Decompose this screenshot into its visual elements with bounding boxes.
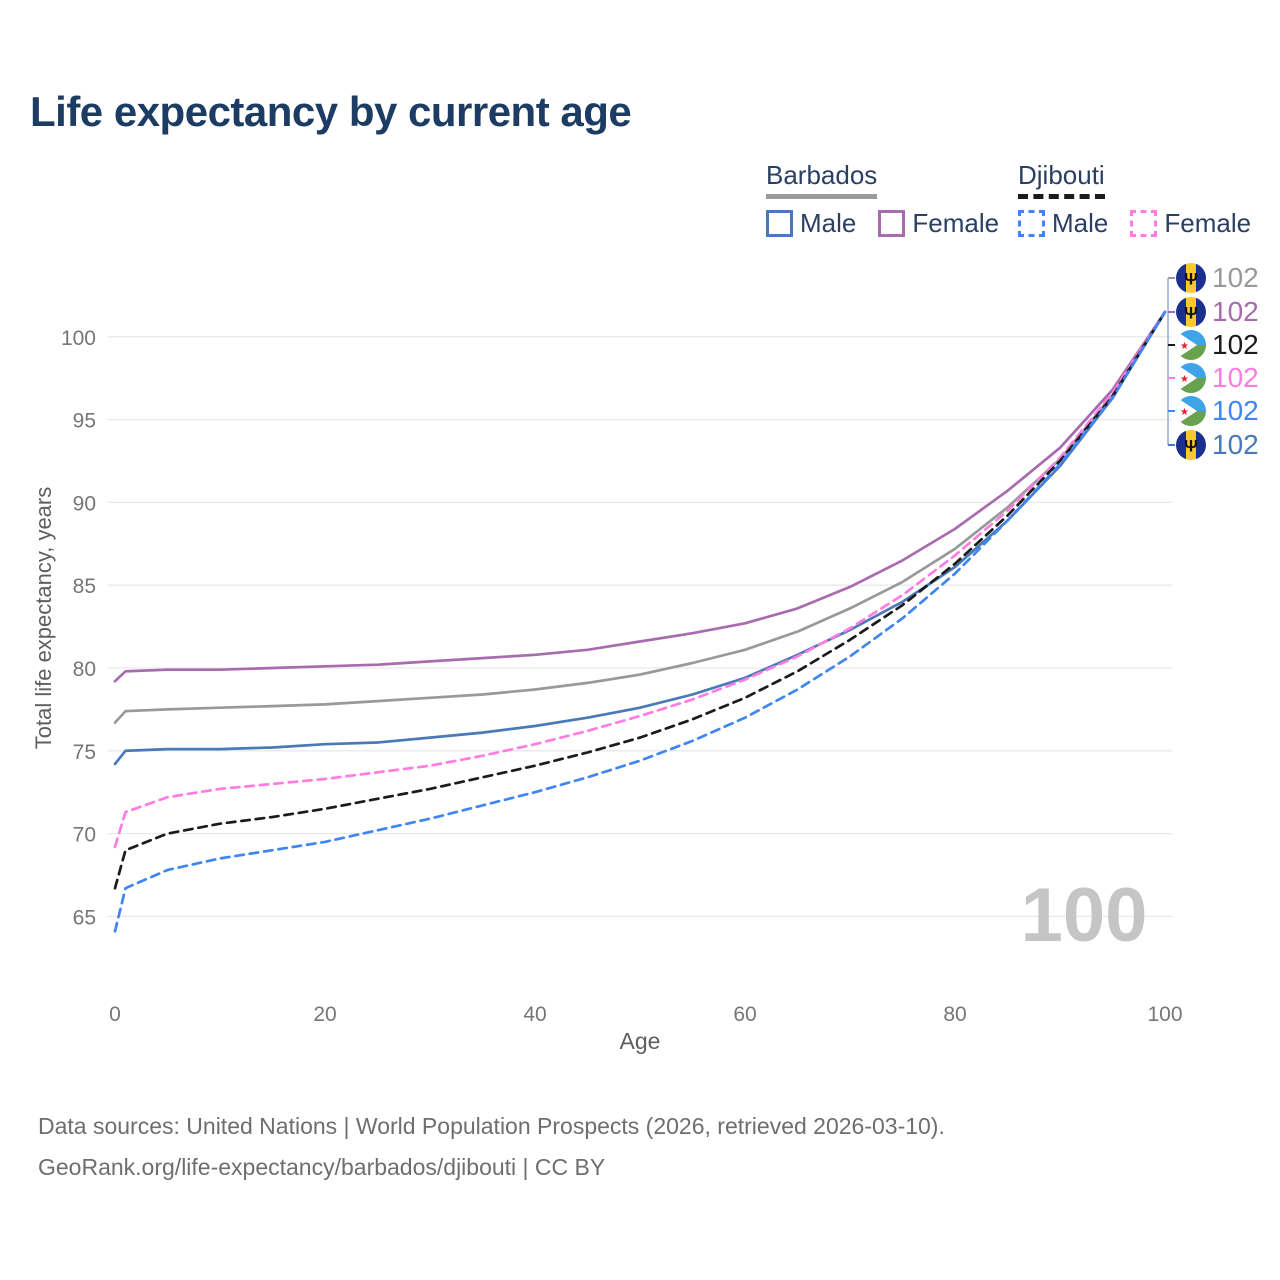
x-tick-label: 60 bbox=[733, 1003, 756, 1026]
svg-text:Ψ: Ψ bbox=[1184, 437, 1198, 456]
legend-item-label: Female bbox=[912, 208, 1000, 238]
barbados-flag-icon: Ψ bbox=[1176, 263, 1206, 293]
svg-text:★: ★ bbox=[1180, 374, 1189, 385]
end-label-value: 102 bbox=[1212, 395, 1259, 426]
source-line-2: GeoRank.org/life-expectancy/barbados/dji… bbox=[38, 1154, 606, 1180]
end-label-value: 102 bbox=[1212, 296, 1259, 327]
x-tick-label: 40 bbox=[523, 1003, 546, 1026]
y-tick-label: 75 bbox=[73, 741, 96, 764]
series-line-barbados-male[interactable] bbox=[113, 310, 1167, 766]
svg-text:Ψ: Ψ bbox=[1184, 270, 1198, 289]
series-line-djibouti-male[interactable] bbox=[113, 310, 1167, 933]
legend-item-label: Male bbox=[800, 208, 857, 238]
end-label-row: Ψ bbox=[1176, 297, 1206, 327]
legend-swatch-barbados-female bbox=[878, 210, 906, 237]
djibouti-flag-icon: ★ bbox=[1176, 330, 1206, 360]
x-tick-label: 20 bbox=[313, 1003, 336, 1026]
legend-swatch-djibouti-male bbox=[1018, 210, 1045, 237]
source-line-1: Data sources: United Nations | World Pop… bbox=[38, 1113, 945, 1139]
end-label-row: ★ bbox=[1176, 330, 1206, 360]
y-tick-label: 80 bbox=[73, 658, 96, 681]
barbados-flag-icon: Ψ bbox=[1176, 430, 1206, 460]
series-line-barbados-total[interactable] bbox=[113, 310, 1167, 724]
legend-group-djibouti: Djibouti Male Female bbox=[1018, 160, 1273, 239]
end-label-value: 102 bbox=[1212, 262, 1259, 293]
legend-group-barbados: Barbados Male Female bbox=[766, 160, 1021, 239]
legend-item-label: Male bbox=[1052, 208, 1109, 238]
watermark-age: 100 bbox=[1021, 873, 1148, 958]
series-line-djibouti-total[interactable] bbox=[113, 310, 1167, 890]
barbados-flag-icon: Ψ bbox=[1176, 297, 1206, 327]
end-label-row: ★ bbox=[1176, 396, 1206, 426]
legend-swatch-barbados-male bbox=[766, 210, 793, 237]
y-tick-label: 95 bbox=[73, 410, 96, 433]
x-tick-label: 0 bbox=[109, 1003, 121, 1026]
legend-item-djibouti-male[interactable]: Male bbox=[1018, 208, 1108, 239]
source-block: Data sources: United Nations | World Pop… bbox=[38, 1106, 945, 1188]
legend-item-barbados-female[interactable]: Female bbox=[878, 208, 999, 239]
end-label-row: Ψ bbox=[1176, 430, 1206, 460]
y-tick-label: 85 bbox=[73, 575, 96, 598]
end-label-row: ★ bbox=[1176, 363, 1206, 393]
legend-country-barbados[interactable]: Barbados bbox=[766, 160, 878, 199]
legend-country-djibouti[interactable]: Djibouti bbox=[1018, 160, 1105, 199]
y-tick-label: 100 bbox=[61, 327, 96, 350]
page-title: Life expectancy by current age bbox=[30, 88, 632, 135]
legend-item-barbados-male[interactable]: Male bbox=[766, 208, 856, 239]
x-axis-title: Age bbox=[619, 1028, 661, 1054]
svg-text:★: ★ bbox=[1180, 407, 1189, 418]
svg-text:Ψ: Ψ bbox=[1184, 304, 1198, 323]
end-label-value: 102 bbox=[1212, 329, 1259, 360]
legend-swatch-djibouti-female bbox=[1130, 210, 1158, 237]
end-label-row: Ψ bbox=[1176, 263, 1206, 293]
djibouti-flag-icon: ★ bbox=[1176, 396, 1206, 426]
legend-item-djibouti-female[interactable]: Female bbox=[1130, 208, 1251, 239]
x-tick-label: 80 bbox=[943, 1003, 966, 1026]
series-line-barbados-female[interactable] bbox=[113, 310, 1167, 683]
y-tick-label: 70 bbox=[73, 824, 96, 847]
y-tick-label: 65 bbox=[73, 906, 96, 929]
svg-text:★: ★ bbox=[1180, 341, 1189, 352]
djibouti-flag-icon: ★ bbox=[1176, 363, 1206, 393]
end-label-value: 102 bbox=[1212, 429, 1259, 460]
x-tick-label: 100 bbox=[1147, 1003, 1182, 1026]
end-label-value: 102 bbox=[1212, 362, 1259, 393]
y-tick-label: 90 bbox=[73, 492, 96, 515]
legend-item-label: Female bbox=[1164, 208, 1252, 238]
series-line-djibouti-female[interactable] bbox=[113, 310, 1167, 849]
